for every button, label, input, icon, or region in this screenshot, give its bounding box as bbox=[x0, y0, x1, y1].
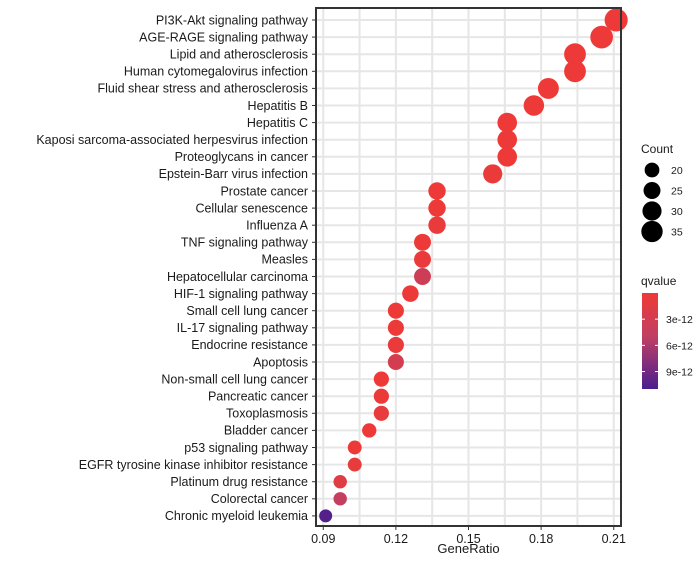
data-point bbox=[564, 43, 586, 66]
data-point bbox=[590, 25, 613, 49]
pathway-label: Cellular senescence bbox=[195, 201, 308, 215]
data-point bbox=[564, 60, 586, 83]
data-point bbox=[523, 95, 545, 116]
data-point bbox=[497, 129, 518, 150]
data-point bbox=[373, 388, 389, 404]
qvalue-legend-label: 9e-12 bbox=[666, 367, 693, 379]
count-legend-title: Count bbox=[641, 142, 674, 156]
data-point bbox=[497, 147, 518, 167]
pathway-label: Proteoglycans in cancer bbox=[175, 150, 308, 164]
data-point bbox=[333, 474, 347, 489]
data-point bbox=[333, 492, 347, 506]
pathway-label: Kaposi sarcoma-associated herpesvirus in… bbox=[36, 133, 308, 147]
x-axis-title: GeneRatio bbox=[437, 541, 499, 556]
pathway-label: Lipid and atherosclerosis bbox=[170, 48, 308, 62]
data-point bbox=[497, 112, 518, 133]
data-point bbox=[387, 319, 404, 336]
data-point bbox=[387, 302, 404, 319]
data-point bbox=[387, 336, 404, 353]
data-point bbox=[483, 164, 503, 184]
plot-panel-border bbox=[315, 7, 622, 527]
data-point bbox=[414, 250, 431, 268]
data-points bbox=[319, 8, 628, 523]
data-point bbox=[402, 285, 419, 302]
data-point bbox=[428, 216, 446, 234]
pathway-label: PI3K-Akt signaling pathway bbox=[156, 13, 309, 27]
grid-lines bbox=[316, 8, 621, 526]
data-point bbox=[537, 77, 559, 99]
x-axis-ticks: 0.09 0.12 0.15 0.18 0.21 bbox=[311, 526, 626, 546]
qvalue-legend-label: 3e-12 bbox=[666, 314, 693, 326]
data-point bbox=[347, 457, 362, 472]
count-legend: Count 20 25 30 35 bbox=[641, 142, 683, 243]
data-point bbox=[428, 199, 446, 217]
x-tick-label: 0.09 bbox=[311, 532, 335, 546]
pathway-label: Influenza A bbox=[246, 219, 309, 233]
data-point bbox=[319, 509, 333, 523]
count-legend-key bbox=[644, 162, 660, 178]
data-point bbox=[428, 182, 446, 200]
count-legend-label: 35 bbox=[671, 227, 683, 239]
pathway-label: Human cytomegalovirus infection bbox=[124, 65, 308, 79]
pathway-label: Non-small cell lung cancer bbox=[161, 372, 308, 386]
pathway-label: Apoptosis bbox=[253, 355, 308, 369]
data-point bbox=[387, 353, 404, 371]
pathway-label: Hepatocellular carcinoma bbox=[167, 270, 308, 284]
pathway-label: Colorectal cancer bbox=[211, 492, 308, 506]
pathway-label: AGE-RAGE signaling pathway bbox=[139, 30, 309, 44]
data-point bbox=[347, 440, 362, 455]
qvalue-legend: qvalue 3e-12 6e-12 9e-12 bbox=[641, 274, 693, 389]
pathway-label: Fluid shear stress and atherosclerosis bbox=[97, 82, 308, 96]
data-point bbox=[362, 423, 377, 438]
data-point bbox=[414, 233, 431, 251]
data-point bbox=[373, 371, 389, 387]
qvalue-legend-title: qvalue bbox=[641, 274, 677, 288]
data-point bbox=[373, 405, 389, 421]
x-tick-label: 0.12 bbox=[384, 532, 408, 546]
pathway-label: Platinum drug resistance bbox=[170, 475, 308, 489]
pathway-label: Bladder cancer bbox=[224, 424, 308, 438]
count-legend-label: 30 bbox=[671, 206, 683, 218]
qvalue-legend-label: 6e-12 bbox=[666, 340, 693, 352]
pathway-label: Measles bbox=[261, 253, 308, 267]
count-legend-key bbox=[641, 220, 663, 243]
pathway-label: Prostate cancer bbox=[220, 184, 308, 198]
x-tick-label: 0.21 bbox=[602, 532, 626, 546]
pathway-labels: PI3K-Akt signaling pathway AGE-RAGE signa… bbox=[36, 13, 316, 523]
pathway-label: Toxoplasmosis bbox=[226, 407, 308, 421]
pathway-label: TNF signaling pathway bbox=[181, 236, 309, 250]
pathway-label: Endocrine resistance bbox=[191, 338, 308, 352]
qvalue-colorbar bbox=[642, 293, 658, 389]
count-legend-label: 20 bbox=[671, 165, 683, 177]
count-legend-key bbox=[643, 182, 661, 199]
pathway-label: Small cell lung cancer bbox=[186, 304, 308, 318]
x-tick-label: 0.18 bbox=[529, 532, 553, 546]
data-point bbox=[414, 268, 431, 285]
pathway-label: Chronic myeloid leukemia bbox=[165, 509, 308, 523]
x-tick-label: 0.15 bbox=[456, 532, 480, 546]
pathway-label: p53 signaling pathway bbox=[184, 441, 308, 455]
pathway-label: EGFR tyrosine kinase inhibitor resistanc… bbox=[79, 458, 308, 472]
pathway-label: IL-17 signaling pathway bbox=[177, 321, 309, 335]
pathway-label: Hepatitis C bbox=[247, 116, 308, 130]
count-legend-key bbox=[642, 201, 662, 221]
count-legend-label: 25 bbox=[671, 186, 683, 198]
pathway-label: HIF-1 signaling pathway bbox=[174, 287, 309, 301]
pathway-label: Hepatitis B bbox=[248, 99, 308, 113]
pathway-label: Epstein-Barr virus infection bbox=[159, 167, 308, 181]
pathway-label: Pancreatic cancer bbox=[208, 390, 308, 404]
